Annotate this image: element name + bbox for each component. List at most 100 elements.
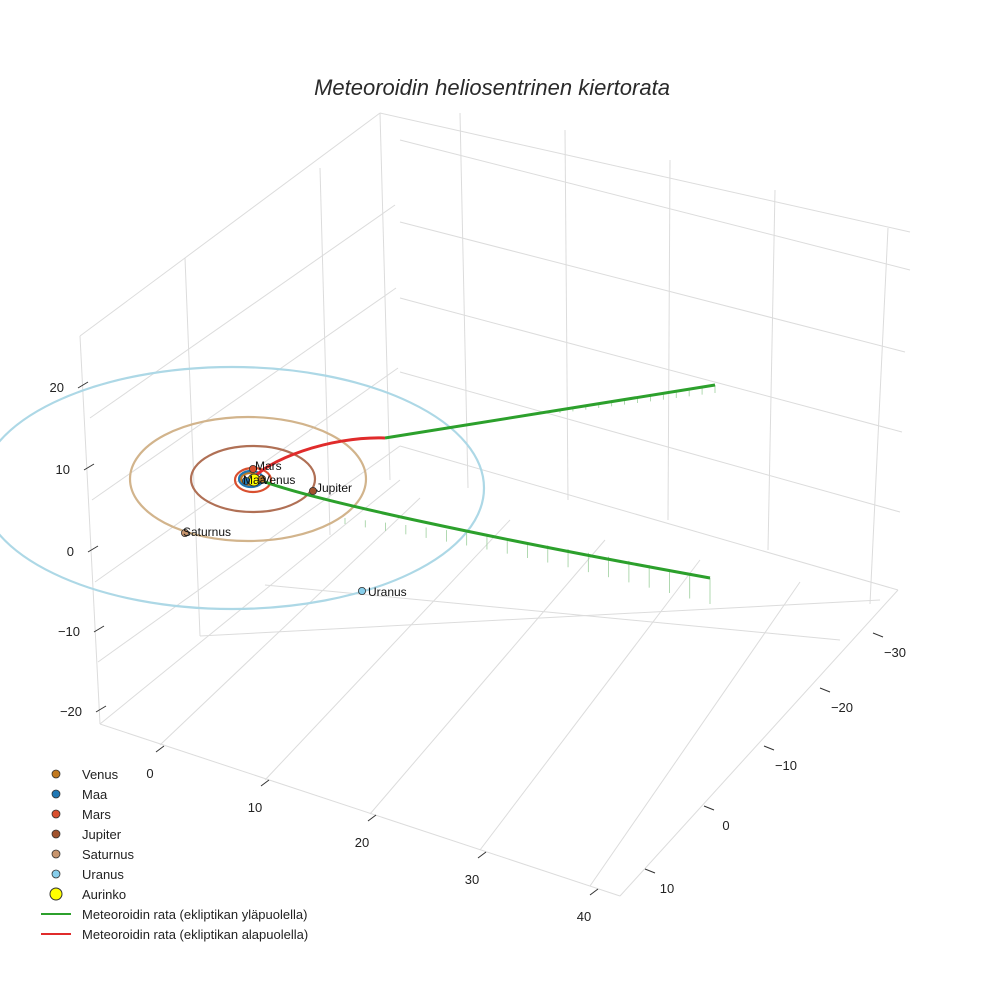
planet-label-jupiter: Jupiter xyxy=(316,481,352,495)
legend-item[interactable]: Maa xyxy=(51,787,108,802)
legend-item[interactable]: Meteoroidin rata (ekliptikan alapuolella… xyxy=(41,927,308,942)
y-tick-label: −10 xyxy=(775,758,797,773)
legend-label: Aurinko xyxy=(82,887,126,902)
grid-line xyxy=(564,129,569,501)
grid-line xyxy=(667,159,671,521)
x-tick-label: 0 xyxy=(146,766,153,781)
grid-line xyxy=(369,539,606,815)
grid-line xyxy=(319,167,331,536)
x-tick-mark xyxy=(477,851,487,859)
legend-marker xyxy=(51,789,61,799)
y-tick-mark xyxy=(819,687,831,693)
grid-line xyxy=(97,445,401,663)
z-tick-mark xyxy=(93,625,105,633)
x-tick-mark xyxy=(589,888,599,896)
y-tick-mark xyxy=(872,632,884,638)
grid-line xyxy=(89,204,396,419)
grid-line xyxy=(479,559,701,851)
legend-label: Maa xyxy=(82,787,108,802)
legend-marker xyxy=(51,809,61,819)
legend-marker xyxy=(51,769,61,779)
planet-label-venus: Venus xyxy=(262,473,295,487)
x-axis-ticks: 0 10 20 30 40 xyxy=(146,745,599,924)
y-tick-mark xyxy=(703,805,715,811)
grid-line xyxy=(199,599,881,637)
trajectory-below xyxy=(248,436,386,483)
planet-orbits xyxy=(0,365,486,611)
legend-marker xyxy=(51,849,61,859)
grid-line xyxy=(159,497,421,746)
planet-venus xyxy=(257,474,266,483)
z-tick-mark xyxy=(77,381,89,389)
legend-marker xyxy=(49,887,63,901)
legend: Venus Maa Mars Jupiter Saturnus Uranus Aurinko… xyxy=(41,767,308,942)
legend-marker xyxy=(51,869,61,879)
z-axis-ticks: 20 10 0 −10 −20 xyxy=(50,380,107,719)
grid-line xyxy=(94,367,399,583)
legend-marker xyxy=(51,829,61,839)
grid-line xyxy=(767,189,776,551)
legend-item[interactable]: Venus xyxy=(51,767,119,782)
x-tick-label: 30 xyxy=(465,872,479,887)
z-tick-label: 20 xyxy=(50,380,64,395)
z-tick-label: −20 xyxy=(60,704,82,719)
grid-line xyxy=(91,287,397,501)
legend-label: Mars xyxy=(82,807,111,822)
y-tick-label: 0 xyxy=(722,818,729,833)
planet-saturnus xyxy=(180,529,189,538)
x-tick-mark xyxy=(367,814,377,822)
grid-line xyxy=(264,584,841,641)
legend-label: Meteoroidin rata (ekliptikan alapuolella… xyxy=(82,927,308,942)
planet-maa xyxy=(241,476,250,485)
trajectory-inbound-above xyxy=(259,478,711,580)
x-tick-mark xyxy=(155,745,165,753)
planet-label-maa: Maa xyxy=(243,473,267,487)
y-tick-label: −20 xyxy=(831,700,853,715)
legend-label: Saturnus xyxy=(82,847,135,862)
grid-line xyxy=(79,335,101,725)
z-tick-mark xyxy=(83,463,95,471)
y-tick-label: 10 xyxy=(660,881,674,896)
grid-line xyxy=(264,519,511,781)
grid-line xyxy=(99,479,401,725)
orbit-saturnus xyxy=(128,415,368,543)
legend-item[interactable]: Jupiter xyxy=(51,827,122,842)
y-tick-label: −30 xyxy=(884,645,906,660)
trajectory-outbound-above xyxy=(384,383,716,440)
orbit-uranus xyxy=(0,365,486,611)
grid-line xyxy=(184,257,201,637)
legend-label: Venus xyxy=(82,767,119,782)
legend-item[interactable]: Uranus xyxy=(51,867,124,882)
chart-title: Meteoroidin heliosentrinen kiertorata xyxy=(314,75,670,100)
y-tick-mark xyxy=(644,868,656,874)
z-tick-mark xyxy=(87,545,99,553)
z-tick-label: −10 xyxy=(58,624,80,639)
legend-item[interactable]: Mars xyxy=(51,807,111,822)
grid-line xyxy=(459,112,469,489)
grid-line xyxy=(399,371,901,513)
legend-item[interactable]: Aurinko xyxy=(49,887,126,902)
z-tick-label: 10 xyxy=(56,462,70,477)
grid-line xyxy=(79,112,381,337)
grid-line xyxy=(619,589,899,897)
orbit-jupiter xyxy=(189,444,317,514)
grid-line xyxy=(589,581,801,887)
grid-line xyxy=(379,112,391,481)
grid-line xyxy=(399,297,903,433)
legend-item[interactable]: Saturnus xyxy=(51,847,135,862)
z-tick-mark xyxy=(95,705,107,713)
planet-uranus xyxy=(357,587,366,596)
z-tick-label: 0 xyxy=(67,544,74,559)
planet-label-mars: Mars xyxy=(255,459,282,473)
legend-label: Jupiter xyxy=(82,827,122,842)
planet-label-uranus: Uranus xyxy=(368,585,407,599)
x-tick-mark xyxy=(260,779,270,787)
y-axis-ticks: −30 −20 −10 0 10 xyxy=(644,632,906,896)
planet-label-saturnus: Saturnus xyxy=(183,525,231,539)
legend-item[interactable]: Meteoroidin rata (ekliptikan yläpuolella… xyxy=(41,907,307,922)
grid-line xyxy=(379,112,911,233)
grid-line xyxy=(99,723,621,897)
grid-line xyxy=(869,227,889,605)
